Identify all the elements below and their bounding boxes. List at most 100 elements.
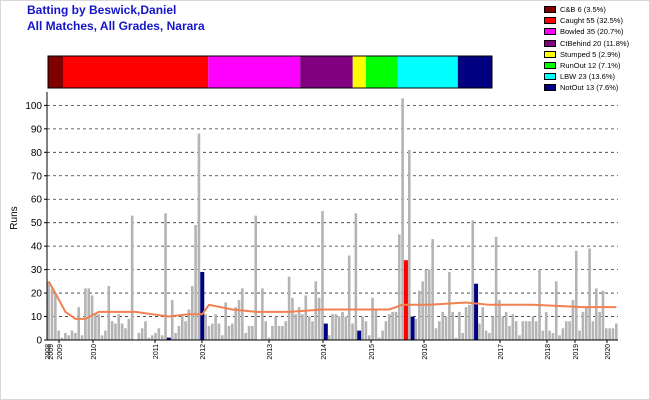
- run-bar: [294, 314, 298, 340]
- legend-item-notout: NotOut 13 (7.6%): [544, 82, 648, 93]
- legend-item-stumped: Stumped 5 (2.9%): [544, 49, 648, 60]
- run-bar: [374, 309, 378, 340]
- run-bar: [564, 321, 568, 340]
- legend-item-runout: RunOut 12 (7.1%): [544, 60, 648, 71]
- run-bar: [221, 335, 224, 340]
- run-bar: [421, 281, 424, 340]
- x-tick-label: 2009: [57, 344, 64, 360]
- run-bar: [304, 295, 308, 340]
- run-bar: [301, 314, 304, 340]
- run-bar: [124, 328, 127, 340]
- run-bar: [387, 314, 391, 340]
- run-bar: [277, 325, 281, 340]
- run-bar: [524, 321, 528, 340]
- run-bar: [271, 325, 274, 340]
- run-bar: [491, 316, 495, 340]
- run-bar: [84, 288, 87, 340]
- run-bar: [608, 328, 611, 340]
- run-bar: [574, 250, 578, 340]
- run-bar: [331, 314, 334, 340]
- run-bar: [137, 332, 141, 340]
- run-bar: [381, 330, 384, 340]
- run-bar: [568, 321, 571, 340]
- y-tick-label: 100: [25, 101, 42, 112]
- x-tick-label: 2013: [267, 344, 274, 360]
- run-bar: [194, 225, 197, 340]
- y-tick-label: 80: [31, 148, 43, 159]
- run-bar: [144, 321, 147, 340]
- run-bar: [187, 309, 191, 340]
- legend-item-cb: C&B 6 (3.5%): [544, 4, 648, 15]
- y-tick-label: 20: [31, 289, 43, 300]
- run-bar: [498, 300, 501, 340]
- dismissal-segment-cb: [48, 56, 64, 88]
- run-bar: [484, 330, 488, 340]
- y-axis-label: Runs: [9, 206, 20, 229]
- run-bar: [558, 335, 561, 340]
- run-bar: [311, 321, 314, 340]
- run-bar: [307, 316, 311, 340]
- legend-label: NotOut 13 (7.6%): [560, 83, 619, 93]
- chart-subtitle: All Matches, All Grades, Narara: [27, 19, 205, 33]
- run-bar: [170, 300, 174, 340]
- run-bar: [544, 311, 548, 340]
- run-bar: [97, 314, 101, 340]
- run-bar: [337, 316, 341, 340]
- run-bar: [441, 311, 444, 340]
- run-bar: [521, 321, 525, 340]
- y-tick-label: 10: [31, 312, 43, 323]
- run-bar: [47, 281, 50, 340]
- run-bar: [488, 332, 491, 340]
- run-bar: [377, 337, 381, 340]
- run-bar: [114, 323, 117, 340]
- run-bar: [94, 314, 97, 340]
- run-bar: [251, 325, 254, 340]
- legend-swatch: [544, 39, 556, 47]
- run-bar: [364, 321, 368, 340]
- run-bar: [511, 314, 515, 340]
- run-bar: [461, 332, 465, 340]
- legend-label: Caught 55 (32.5%): [560, 16, 623, 26]
- run-bar: [70, 330, 74, 340]
- run-bar: [591, 321, 595, 340]
- run-bar: [594, 288, 598, 340]
- run-bar: [431, 239, 434, 340]
- run-bar: [578, 330, 581, 340]
- run-bar: [334, 314, 338, 340]
- run-bar: [494, 236, 498, 340]
- run-bar: [210, 323, 214, 340]
- run-bar: [531, 316, 535, 340]
- run-bar: [504, 311, 508, 340]
- run-bar: [237, 300, 241, 340]
- run-bar: [77, 307, 81, 340]
- run-bar: [67, 335, 70, 340]
- run-bar: [177, 325, 181, 340]
- run-bar: [611, 328, 615, 340]
- dismissal-segment-ctbehind: [300, 56, 353, 88]
- y-tick-label: 40: [31, 242, 43, 253]
- run-bar: [224, 302, 227, 340]
- run-bar: [451, 311, 455, 340]
- dismissal-segment-bowled: [208, 56, 301, 88]
- run-bar: [317, 297, 321, 340]
- run-bar: [150, 335, 154, 340]
- run-bar: [514, 321, 518, 340]
- y-tick-label: 60: [31, 195, 43, 206]
- run-bar-highlight: [166, 337, 171, 340]
- run-bar-highlight: [474, 283, 479, 340]
- dismissal-segment-stumped: [352, 56, 366, 88]
- run-bar: [541, 330, 545, 340]
- x-tick-label: 2014: [321, 344, 328, 360]
- run-bar: [434, 328, 438, 340]
- run-bar: [174, 332, 177, 340]
- dismissal-segment-lbw: [397, 56, 458, 88]
- run-bar: [397, 234, 401, 340]
- run-bar: [100, 335, 104, 340]
- run-bar: [147, 337, 151, 340]
- run-bar: [207, 325, 211, 340]
- run-bar: [361, 316, 364, 340]
- run-bar: [127, 318, 131, 340]
- run-bar: [408, 149, 411, 340]
- run-bar: [588, 248, 591, 340]
- run-bar: [117, 314, 121, 340]
